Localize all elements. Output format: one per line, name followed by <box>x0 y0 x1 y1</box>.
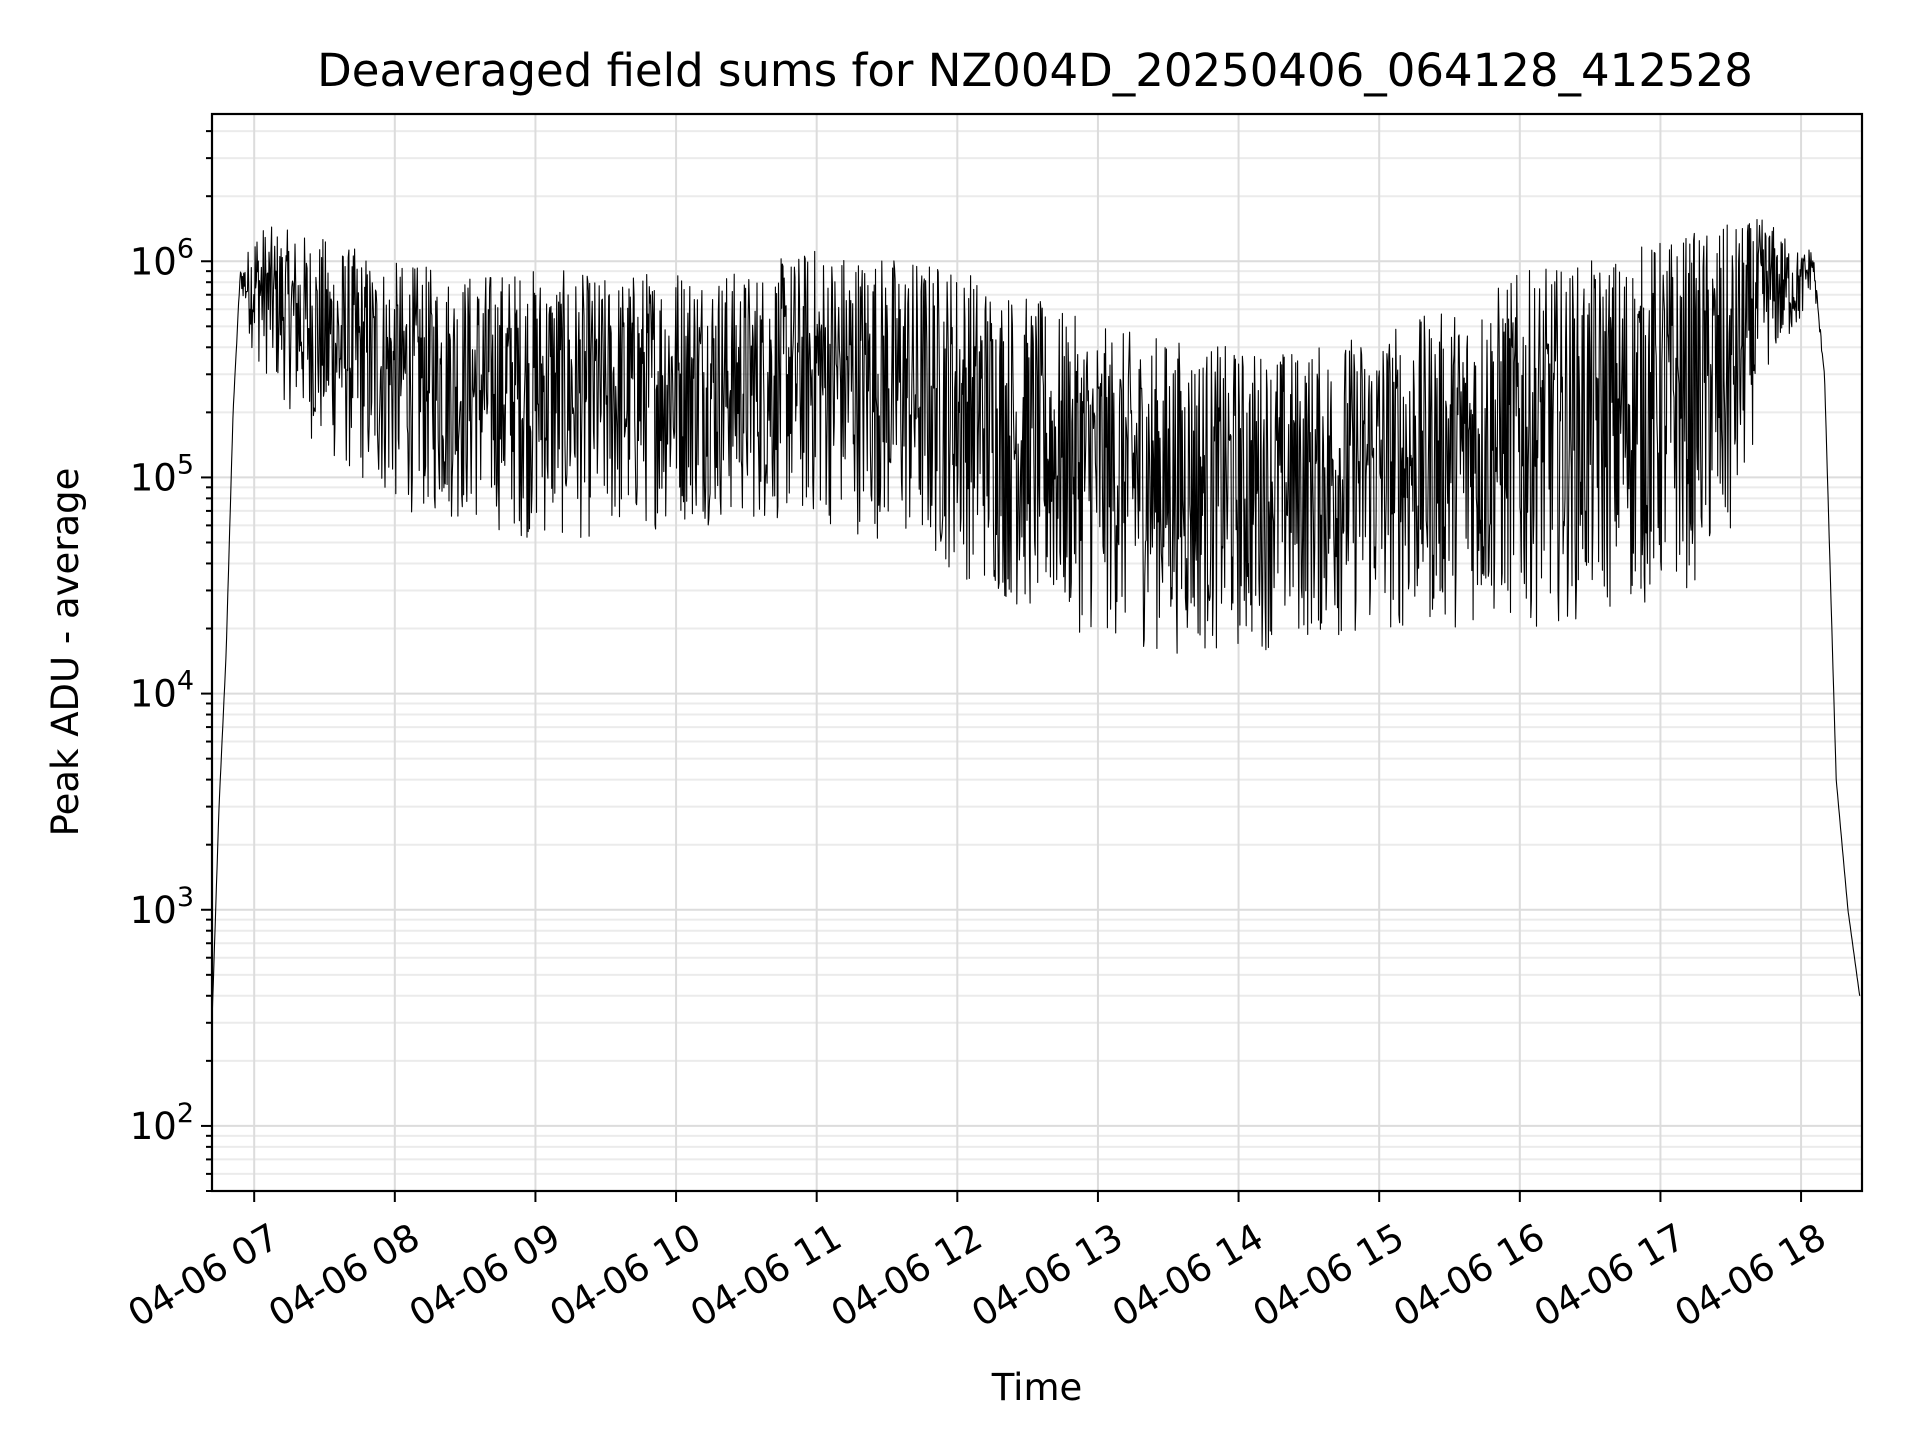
x-tick-label: 04-06 11 <box>683 1215 849 1335</box>
y-tick-label: 103 <box>130 882 194 932</box>
series-path <box>211 218 1861 1023</box>
x-tick-label: 04-06 10 <box>543 1215 709 1335</box>
y-tick-label: 106 <box>130 233 194 283</box>
y-axis-label: Peak ADU - average <box>44 468 87 837</box>
y-tick-label: 104 <box>130 666 194 716</box>
x-axis-label: Time <box>991 1366 1083 1409</box>
x-tick-label: 04-06 15 <box>1246 1215 1412 1335</box>
x-tick-label: 04-06 07 <box>121 1215 287 1335</box>
x-tick-label: 04-06 14 <box>1105 1215 1271 1335</box>
grid <box>212 114 1862 1192</box>
y-tick-label: 105 <box>130 449 194 499</box>
y-tick-label: 102 <box>130 1098 194 1148</box>
x-tick-label: 04-06 09 <box>402 1215 568 1335</box>
x-tick-label: 04-06 08 <box>261 1215 427 1335</box>
y-axis: 102 103 104 105 106 <box>130 130 212 1192</box>
chart-title: Deaveraged field sums for NZ004D_2025040… <box>317 44 1753 97</box>
x-tick-label: 04-06 13 <box>964 1215 1130 1335</box>
x-tick-label: 04-06 18 <box>1668 1215 1834 1335</box>
x-tick-label: 04-06 16 <box>1386 1215 1552 1335</box>
series-line <box>211 218 1861 1023</box>
x-tick-label: 04-06 17 <box>1527 1215 1693 1335</box>
plot-frame <box>210 112 1864 1193</box>
x-tick-label: 04-06 12 <box>824 1215 990 1335</box>
